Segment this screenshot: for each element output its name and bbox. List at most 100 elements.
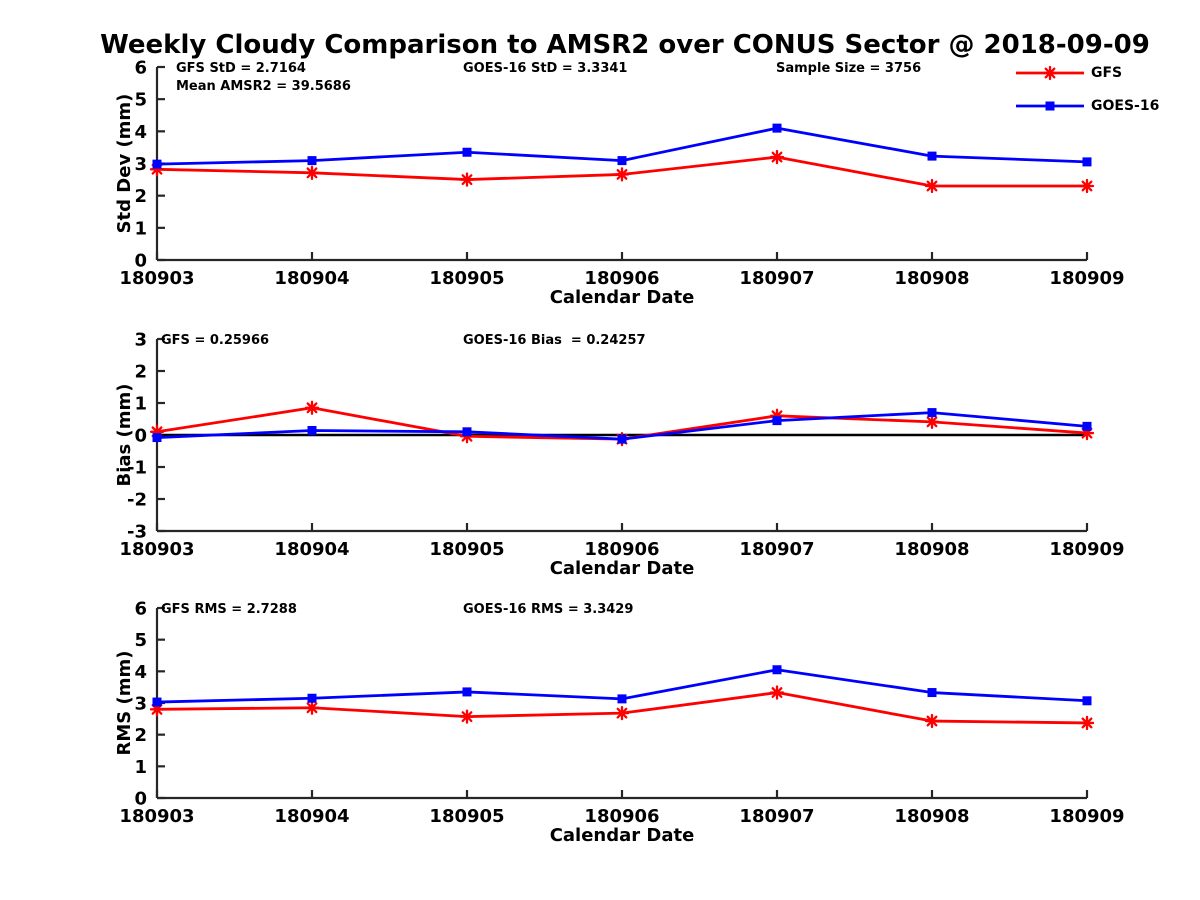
- gfs-marker: [459, 709, 475, 724]
- rms-plot: 180903 180904 180905 180906 180907 180908 1809…: [114, 599, 1125, 847]
- y-tick-label: 1: [134, 218, 147, 239]
- y-tick-label: 4: [134, 122, 147, 143]
- stddev-plot: 180903 180904 180905 180906 180907 180908 1809…: [114, 58, 1125, 309]
- x-tick-label: 180905: [429, 268, 504, 289]
- goes-16-marker: [927, 151, 937, 161]
- plot-annotation: Sample Size = 3756: [776, 61, 921, 76]
- y-tick-label: 3: [134, 154, 147, 175]
- plot-annotation: GOES-16 RMS = 3.3429: [463, 602, 633, 617]
- goes-16-marker: [1082, 157, 1092, 167]
- y-axis-label: Std Dev (mm): [114, 94, 135, 234]
- chart-title: Weekly Cloudy Comparison to AMSR2 over C…: [100, 30, 1150, 60]
- goes-16-marker: [462, 147, 472, 157]
- goes-16-marker: [462, 687, 472, 697]
- x-tick-label: 180903: [119, 539, 194, 560]
- gfs-marker: [924, 713, 940, 729]
- x-tick-label: 180907: [739, 806, 814, 827]
- goes-16-marker: [927, 688, 937, 698]
- x-tick-label: 180904: [274, 806, 349, 827]
- goes-16-marker: [1082, 421, 1092, 431]
- plot-annotation: GOES-16 StD = 3.3341: [463, 61, 627, 76]
- gfs-marker: [1079, 178, 1095, 194]
- goes-16-marker: [462, 427, 472, 437]
- gfs-marker: [614, 167, 630, 182]
- goes-16-marker: [772, 416, 782, 426]
- plot-annotation: GFS = 0.25966: [161, 333, 269, 348]
- goes-16-marker: [772, 123, 782, 133]
- goes-16-marker: [617, 694, 627, 704]
- gfs-marker: [924, 414, 940, 430]
- x-tick-label: 180905: [429, 806, 504, 827]
- gfs-marker: [304, 165, 320, 180]
- x-tick-label: 180904: [274, 539, 349, 560]
- x-tick-label: 180909: [1049, 268, 1124, 289]
- gfs-marker: [459, 172, 475, 187]
- x-tick-label: 180906: [584, 268, 659, 289]
- y-tick-label: 5: [134, 90, 147, 111]
- x-axis-label: Calendar Date: [550, 825, 695, 846]
- x-tick-label: 180905: [429, 539, 504, 560]
- gfs-marker: [304, 400, 320, 415]
- x-tick-label: 180908: [894, 539, 969, 560]
- legend-entry-gfs: GFS: [1014, 64, 1122, 82]
- x-tick-label: 180904: [274, 268, 349, 289]
- y-axis-label: Bias (mm): [114, 384, 135, 487]
- x-tick-label: 180907: [739, 539, 814, 560]
- gfs-marker: [924, 178, 940, 194]
- plot-annotation: GFS RMS = 2.7288: [161, 602, 297, 617]
- goes-16-marker: [152, 697, 162, 707]
- goes-16-marker: [617, 156, 627, 166]
- y-tick-label: 2: [134, 725, 147, 746]
- gfs-marker: [769, 685, 785, 700]
- legend-entry-goes16: GOES-16: [1014, 97, 1159, 115]
- y-tick-label: 3: [134, 694, 147, 715]
- goes-16-marker: [927, 408, 937, 418]
- goes-16-marker: [772, 665, 782, 675]
- y-tick-label: -3: [127, 522, 147, 543]
- x-tick-label: 180903: [119, 806, 194, 827]
- goes-16-marker: [307, 693, 317, 703]
- x-axis-label: Calendar Date: [550, 287, 695, 308]
- x-tick-label: 180903: [119, 268, 194, 289]
- y-tick-label: 4: [134, 662, 147, 683]
- y-tick-label: -1: [127, 458, 147, 479]
- gfs-marker: [1079, 715, 1095, 731]
- goes-16-marker: [152, 433, 162, 443]
- x-axis-label: Calendar Date: [550, 558, 695, 579]
- y-tick-label: 0: [134, 426, 147, 447]
- legend-marker-icon: [1045, 101, 1055, 111]
- x-tick-label: 180906: [584, 806, 659, 827]
- legend-label-goes16: GOES-16: [1091, 98, 1160, 114]
- plot-annotation: Mean AMSR2 = 39.5686: [176, 79, 351, 94]
- y-tick-label: 0: [134, 251, 147, 272]
- plot-annotation: GFS StD = 2.7164: [176, 61, 306, 76]
- y-axis-label: RMS (mm): [114, 651, 135, 756]
- x-tick-label: 180907: [739, 268, 814, 289]
- gfs-marker: [614, 705, 630, 721]
- y-tick-label: 3: [134, 330, 147, 351]
- bias-plot: 180903 180904 180905 180906 180907 180908 1809…: [114, 330, 1125, 580]
- y-tick-label: 2: [134, 186, 147, 207]
- goes-16-marker: [307, 156, 317, 166]
- y-tick-label: 6: [134, 58, 147, 79]
- y-tick-label: 2: [134, 362, 147, 383]
- y-tick-label: 1: [134, 394, 147, 415]
- legend-label-gfs: GFS: [1091, 65, 1123, 81]
- y-tick-label: 0: [134, 789, 147, 810]
- gfs-line-asterisk-icon: [1016, 65, 1084, 81]
- y-tick-label: -2: [127, 490, 147, 511]
- goes-16-marker: [1082, 696, 1092, 706]
- plot-annotation: GOES-16 Bias = 0.24257: [463, 333, 646, 348]
- goes16-line-square-icon: [1016, 101, 1084, 111]
- legend-marker-icon: [1042, 65, 1058, 81]
- gfs-marker: [304, 700, 320, 715]
- goes-16-marker: [617, 434, 627, 444]
- x-tick-label: 180909: [1049, 539, 1124, 560]
- goes-16-marker: [307, 426, 317, 436]
- y-tick-label: 1: [134, 757, 147, 778]
- y-tick-label: 5: [134, 630, 147, 651]
- gfs-marker: [769, 149, 785, 165]
- x-tick-label: 180906: [584, 539, 659, 560]
